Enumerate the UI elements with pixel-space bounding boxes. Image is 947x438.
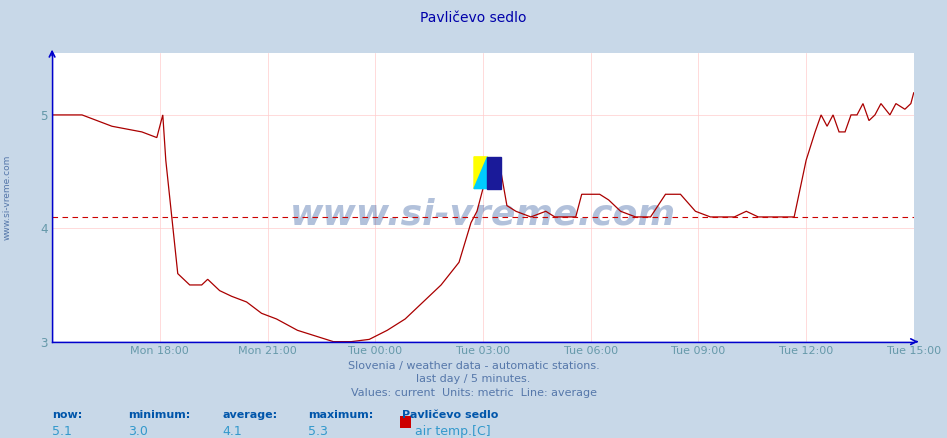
Text: www.si-vreme.com: www.si-vreme.com: [290, 198, 676, 231]
Text: last day / 5 minutes.: last day / 5 minutes.: [417, 374, 530, 385]
Text: 4.1: 4.1: [223, 425, 242, 438]
Bar: [488, 157, 501, 189]
Text: www.si-vreme.com: www.si-vreme.com: [3, 155, 12, 240]
Text: now:: now:: [52, 410, 82, 420]
Text: average:: average:: [223, 410, 277, 420]
Polygon shape: [474, 157, 488, 189]
Text: 3.0: 3.0: [128, 425, 148, 438]
Text: air temp.[C]: air temp.[C]: [415, 425, 491, 438]
Text: Values: current  Units: metric  Line: average: Values: current Units: metric Line: aver…: [350, 388, 597, 398]
Text: maximum:: maximum:: [308, 410, 373, 420]
Polygon shape: [474, 157, 488, 189]
Text: minimum:: minimum:: [128, 410, 190, 420]
Text: 5.1: 5.1: [52, 425, 72, 438]
Text: Slovenia / weather data - automatic stations.: Slovenia / weather data - automatic stat…: [348, 361, 599, 371]
Text: Pavličevo sedlo: Pavličevo sedlo: [402, 410, 499, 420]
Text: 5.3: 5.3: [308, 425, 328, 438]
Text: Pavličevo sedlo: Pavličevo sedlo: [420, 11, 527, 25]
